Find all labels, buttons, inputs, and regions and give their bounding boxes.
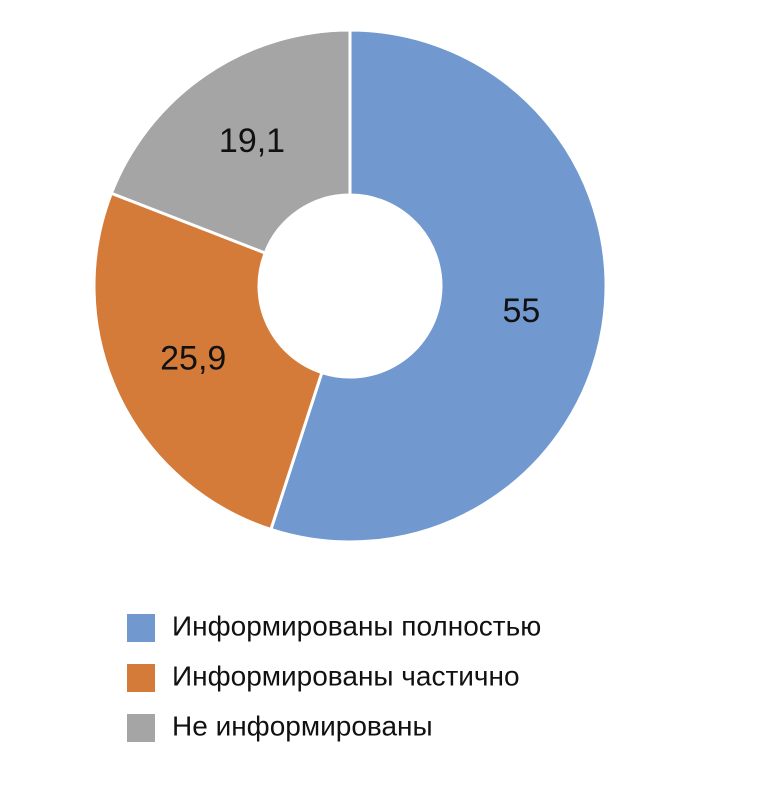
donut-segment [109,28,352,255]
data-label: 25,9 [160,339,226,377]
data-label: 55 [502,292,540,330]
donut-segment [269,28,608,544]
legend-label: Информированы частично [172,660,520,691]
legend-swatch [127,714,155,742]
legend-label: Не информированы [172,710,433,741]
legend-label: Информированы полностью [172,610,541,641]
legend-swatch [127,664,155,692]
data-label: 19,1 [219,122,285,160]
legend-swatch [127,614,155,642]
donut-segment [92,191,324,532]
